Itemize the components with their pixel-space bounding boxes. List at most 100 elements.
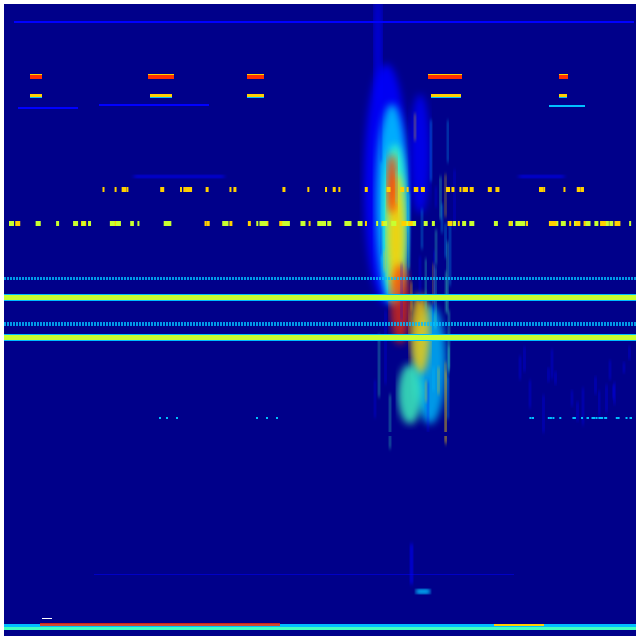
dotted-line-mark [454, 322, 456, 326]
dotted-line-mark [607, 322, 609, 326]
dotted-line-mark [292, 322, 294, 326]
dotted-line-mark [340, 277, 342, 280]
dotted-line-mark [478, 322, 480, 326]
dotted-line-mark [307, 277, 309, 280]
green-dot-mark [256, 221, 259, 226]
dotted-line-mark [514, 277, 516, 280]
bright-horizontal-line [4, 295, 636, 300]
red-dash-mark [428, 75, 462, 79]
dotted-line-mark [610, 277, 612, 280]
dotted-line-mark [241, 322, 243, 326]
dotted-line-mark [442, 277, 444, 280]
dotted-line-mark [46, 322, 48, 326]
dotted-line-mark [214, 277, 216, 280]
dotted-line-mark [361, 277, 363, 280]
red-dash-mark [30, 75, 42, 79]
dotted-line-mark [109, 277, 111, 280]
cyan-dot-mark [605, 417, 608, 419]
dotted-line-mark [349, 322, 351, 326]
dotted-line-mark [409, 277, 411, 280]
green-dot-mark [556, 221, 559, 226]
dotted-line-mark [169, 322, 171, 326]
dotted-line-mark [274, 322, 276, 326]
dotted-line-mark [625, 322, 627, 326]
red-dash-edge [559, 74, 568, 75]
green-dot-mark [462, 221, 467, 226]
dotted-line-mark [535, 322, 537, 326]
dotted-line-mark [244, 322, 246, 326]
dotted-line-mark [220, 322, 222, 326]
plume-streak [435, 229, 438, 265]
dotted-line-mark [232, 277, 234, 280]
bright-horizontal-line [4, 335, 636, 340]
bottom-yellow-trace [494, 624, 544, 626]
dotted-line-mark [181, 277, 183, 280]
dotted-line-mark [145, 277, 147, 280]
yellow-dot-mark [563, 187, 566, 192]
dotted-line-mark [460, 322, 462, 326]
dotted-line-mark [451, 322, 453, 326]
dotted-line-mark [604, 322, 606, 326]
dotted-line-mark [631, 322, 633, 326]
yellow-dot-mark [576, 187, 581, 192]
faint-line [519, 175, 564, 178]
dotted-line-mark [34, 277, 36, 280]
dotted-line-mark [247, 322, 249, 326]
green-dot-mark [617, 221, 621, 226]
faint-streak [554, 371, 557, 385]
dotted-line-mark [127, 277, 129, 280]
green-dot-mark [130, 221, 133, 226]
green-dot-mark [115, 221, 121, 226]
dotted-line-mark [499, 277, 501, 280]
faint-streak [542, 395, 545, 433]
dotted-line-mark [232, 322, 234, 326]
green-dot-mark [357, 221, 360, 226]
dotted-line-mark [562, 277, 564, 280]
dotted-line-mark [115, 277, 117, 280]
dotted-line-mark [277, 322, 279, 326]
dotted-line-mark [331, 322, 333, 326]
cyan-dot-mark [266, 417, 268, 419]
dotted-line-mark [121, 322, 123, 326]
faint-streak [547, 367, 550, 382]
green-dot-mark [348, 221, 352, 226]
dotted-line-mark [40, 277, 42, 280]
yellow-dot-mark [124, 187, 127, 192]
dotted-line-mark [322, 322, 324, 326]
cyan-dot-mark [599, 417, 602, 419]
dotted-line-mark [10, 322, 12, 326]
dotted-line-mark [70, 322, 72, 326]
dotted-line-mark [592, 322, 594, 326]
dotted-line-mark [367, 277, 369, 280]
dotted-line-mark [499, 322, 501, 326]
dotted-line-mark [433, 277, 435, 280]
green-dot-mark [114, 221, 117, 226]
plume-streak [424, 380, 427, 402]
green-dot-mark [259, 221, 265, 226]
dotted-line-mark [574, 322, 576, 326]
plume-streak [413, 113, 416, 141]
spectrogram-image [4, 4, 636, 636]
plume-blob [410, 94, 430, 214]
dotted-line-mark [19, 322, 21, 326]
dotted-line-mark [475, 322, 477, 326]
dotted-line-mark [589, 322, 591, 326]
dotted-line-mark [511, 322, 513, 326]
dotted-line-mark [184, 277, 186, 280]
green-dot-mark [327, 221, 332, 226]
dotted-line-mark [430, 277, 432, 280]
dotted-line-mark [331, 277, 333, 280]
dotted-line-mark [196, 277, 198, 280]
dotted-line-mark [136, 277, 138, 280]
cyan-dot-mark [529, 417, 532, 419]
dotted-line-mark [85, 277, 87, 280]
dotted-line-mark [397, 277, 399, 280]
cyan-dot-mark [552, 417, 555, 419]
plume-streak [453, 170, 456, 228]
dotted-line-mark [391, 277, 393, 280]
dotted-line-mark [181, 322, 183, 326]
dotted-line-mark [394, 277, 396, 280]
green-dot-mark [204, 221, 207, 226]
dotted-line-mark [13, 277, 15, 280]
dotted-line-mark [4, 322, 6, 326]
